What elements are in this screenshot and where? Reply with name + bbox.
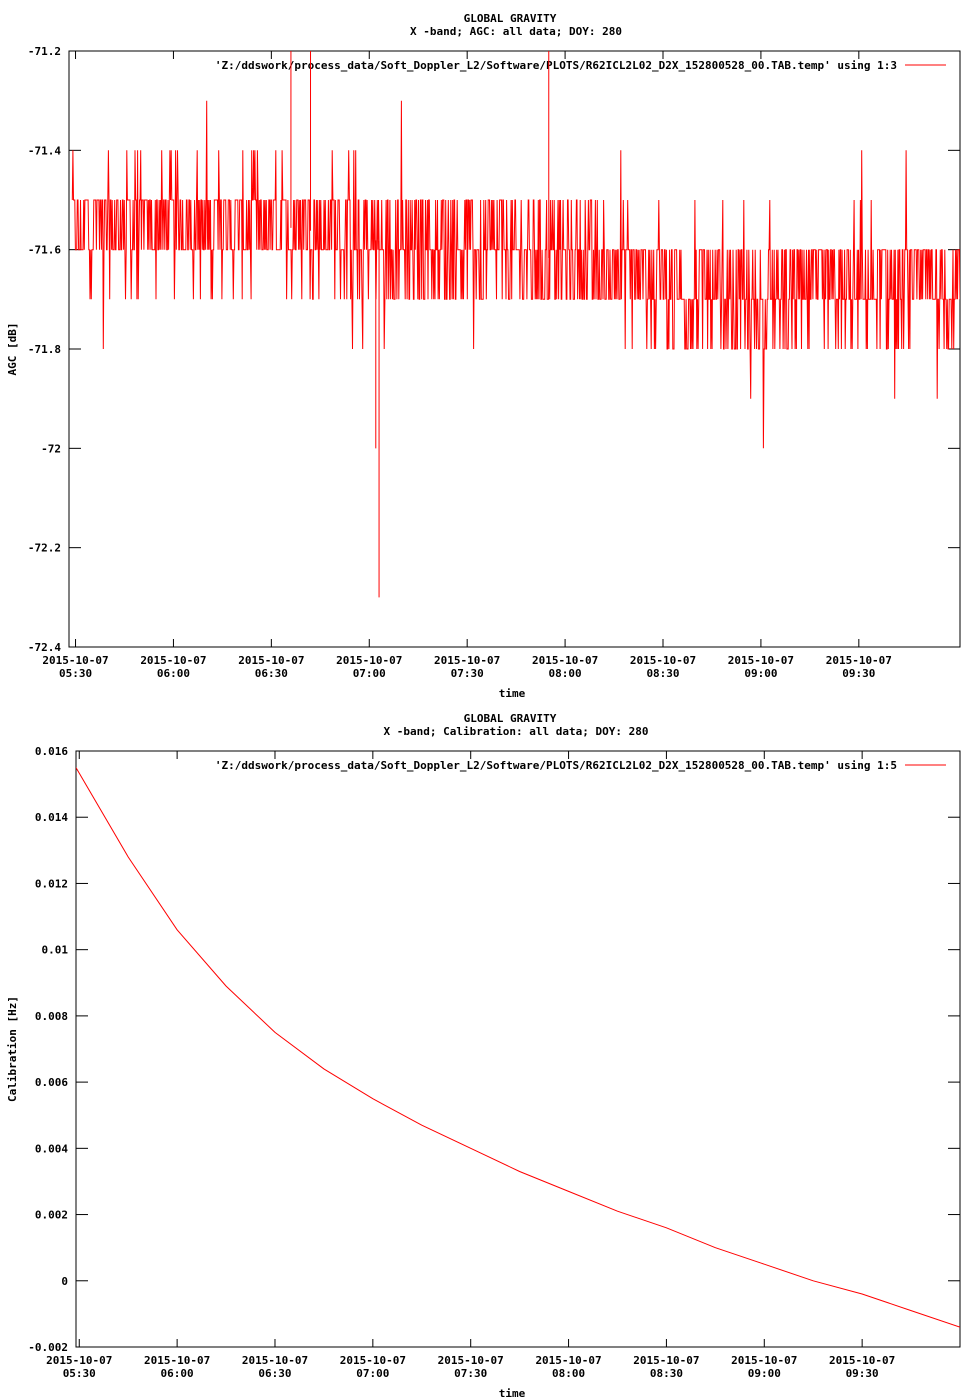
y-tick-label: -71.4 <box>28 144 61 157</box>
x-tick-time-label: 06:30 <box>255 667 288 680</box>
y-tick-label: 0.014 <box>35 811 68 824</box>
y-tick-label: 0.006 <box>35 1076 68 1089</box>
x-tick-time-label: 05:30 <box>63 1367 96 1380</box>
y-axis-label: AGC [dB] <box>6 323 19 376</box>
chart-subtitle: X -band; Calibration: all data; DOY: 280 <box>384 725 649 738</box>
y-tick-label: 0.004 <box>35 1142 68 1155</box>
x-tick-time-label: 06:30 <box>258 1367 291 1380</box>
y-tick-label: 0.002 <box>35 1209 68 1222</box>
series-line <box>71 100 960 449</box>
x-tick-date-label: 2015-10-07 <box>532 654 598 667</box>
x-tick-time-label: 09:30 <box>842 667 875 680</box>
legend-label: 'Z:/ddswork/process_data/Soft_Doppler_L2… <box>215 759 897 772</box>
y-tick-label: 0.012 <box>35 877 68 890</box>
y-tick-label: -72.4 <box>28 641 61 654</box>
x-tick-time-label: 09:00 <box>748 1367 781 1380</box>
legend-label: 'Z:/ddswork/process_data/Soft_Doppler_L2… <box>215 59 897 72</box>
x-tick-time-label: 09:30 <box>846 1367 879 1380</box>
x-tick-date-label: 2015-10-07 <box>535 1354 601 1367</box>
x-tick-date-label: 2015-10-07 <box>438 1354 504 1367</box>
y-tick-label: -71.2 <box>28 45 61 58</box>
x-axis-label: time <box>499 1387 526 1400</box>
x-tick-time-label: 06:00 <box>157 667 190 680</box>
y-tick-label: -72 <box>41 442 61 455</box>
x-tick-time-label: 08:30 <box>646 667 679 680</box>
series-line <box>76 767 960 1328</box>
y-tick-label: -0.002 <box>28 1341 68 1354</box>
x-tick-date-label: 2015-10-07 <box>826 654 892 667</box>
y-tick-label: -71.8 <box>28 343 61 356</box>
y-tick-label: -71.6 <box>28 244 61 257</box>
y-tick-label: 0.016 <box>35 745 68 758</box>
x-tick-time-label: 07:00 <box>353 667 386 680</box>
x-tick-date-label: 2015-10-07 <box>829 1354 895 1367</box>
y-tick-label: -72.2 <box>28 542 61 555</box>
x-tick-date-label: 2015-10-07 <box>242 1354 308 1367</box>
x-tick-time-label: 08:00 <box>549 667 582 680</box>
x-tick-time-label: 09:00 <box>744 667 777 680</box>
x-tick-time-label: 06:00 <box>161 1367 194 1380</box>
x-tick-date-label: 2015-10-07 <box>46 1354 112 1367</box>
x-tick-date-label: 2015-10-07 <box>140 654 206 667</box>
x-tick-date-label: 2015-10-07 <box>630 654 696 667</box>
x-tick-time-label: 08:30 <box>650 1367 683 1380</box>
x-tick-time-label: 07:00 <box>356 1367 389 1380</box>
x-tick-time-label: 07:30 <box>451 667 484 680</box>
x-tick-date-label: 2015-10-07 <box>336 654 402 667</box>
chart-title: GLOBAL GRAVITY <box>464 12 557 25</box>
y-axis-label: Calibration [Hz] <box>6 996 19 1102</box>
plot-frame <box>68 50 961 648</box>
x-tick-time-label: 08:00 <box>552 1367 585 1380</box>
x-axis-label: time <box>499 687 526 700</box>
x-tick-date-label: 2015-10-07 <box>731 1354 797 1367</box>
chart-title: GLOBAL GRAVITY <box>464 712 557 725</box>
x-tick-date-label: 2015-10-07 <box>144 1354 210 1367</box>
y-tick-label: 0 <box>61 1275 68 1288</box>
y-tick-label: 0.008 <box>35 1010 68 1023</box>
x-tick-date-label: 2015-10-07 <box>728 654 794 667</box>
x-tick-date-label: 2015-10-07 <box>42 654 108 667</box>
plot-frame <box>75 750 961 1348</box>
x-tick-date-label: 2015-10-07 <box>238 654 304 667</box>
x-tick-date-label: 2015-10-07 <box>633 1354 699 1367</box>
y-tick-label: 0.01 <box>42 944 69 957</box>
x-tick-date-label: 2015-10-07 <box>434 654 500 667</box>
x-tick-time-label: 07:30 <box>454 1367 487 1380</box>
x-tick-time-label: 05:30 <box>59 667 92 680</box>
chart-subtitle: X -band; AGC: all data; DOY: 280 <box>410 25 622 38</box>
x-tick-date-label: 2015-10-07 <box>340 1354 406 1367</box>
